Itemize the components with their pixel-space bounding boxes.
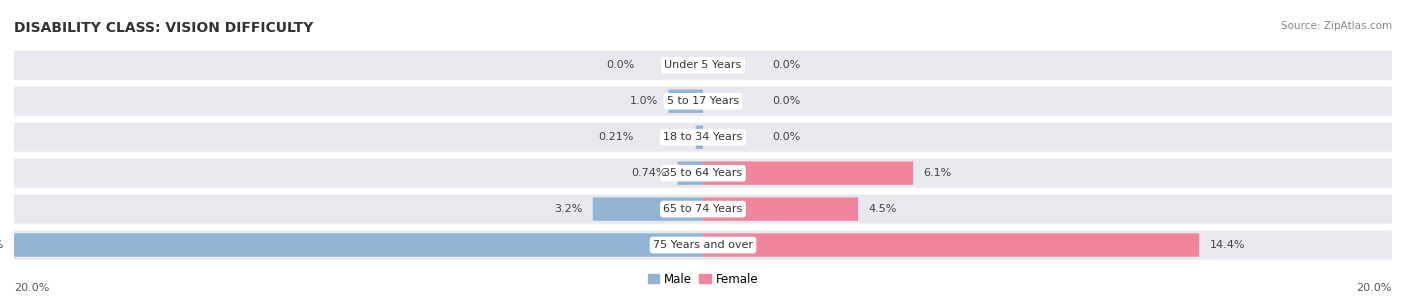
Text: 20.0%: 20.0% <box>14 283 49 293</box>
Text: 6.1%: 6.1% <box>924 168 952 178</box>
Text: 20.0%: 20.0% <box>1357 283 1392 293</box>
Text: 0.21%: 0.21% <box>599 132 634 142</box>
FancyBboxPatch shape <box>703 161 912 185</box>
FancyBboxPatch shape <box>14 233 703 257</box>
Text: 20.0%: 20.0% <box>0 240 4 250</box>
Text: 35 to 64 Years: 35 to 64 Years <box>664 168 742 178</box>
FancyBboxPatch shape <box>696 126 703 149</box>
FancyBboxPatch shape <box>703 233 1199 257</box>
FancyBboxPatch shape <box>14 87 1392 116</box>
Text: Source: ZipAtlas.com: Source: ZipAtlas.com <box>1281 21 1392 31</box>
Text: 14.4%: 14.4% <box>1209 240 1244 250</box>
Text: 3.2%: 3.2% <box>554 204 582 214</box>
Text: 75 Years and over: 75 Years and over <box>652 240 754 250</box>
FancyBboxPatch shape <box>593 197 703 221</box>
FancyBboxPatch shape <box>14 195 1392 224</box>
Legend: Male, Female: Male, Female <box>643 268 763 290</box>
FancyBboxPatch shape <box>14 159 1392 188</box>
Text: 0.74%: 0.74% <box>631 168 668 178</box>
Text: 18 to 34 Years: 18 to 34 Years <box>664 132 742 142</box>
Text: 0.0%: 0.0% <box>606 60 634 70</box>
Text: 65 to 74 Years: 65 to 74 Years <box>664 204 742 214</box>
Text: 0.0%: 0.0% <box>772 132 800 142</box>
Text: 0.0%: 0.0% <box>772 60 800 70</box>
Text: 1.0%: 1.0% <box>630 96 658 106</box>
FancyBboxPatch shape <box>678 161 703 185</box>
Text: Under 5 Years: Under 5 Years <box>665 60 741 70</box>
FancyBboxPatch shape <box>669 90 703 113</box>
FancyBboxPatch shape <box>14 51 1392 80</box>
FancyBboxPatch shape <box>14 231 1392 260</box>
Text: 0.0%: 0.0% <box>772 96 800 106</box>
FancyBboxPatch shape <box>703 197 858 221</box>
FancyBboxPatch shape <box>14 123 1392 152</box>
Text: 5 to 17 Years: 5 to 17 Years <box>666 96 740 106</box>
Text: DISABILITY CLASS: VISION DIFFICULTY: DISABILITY CLASS: VISION DIFFICULTY <box>14 21 314 35</box>
Text: 4.5%: 4.5% <box>869 204 897 214</box>
